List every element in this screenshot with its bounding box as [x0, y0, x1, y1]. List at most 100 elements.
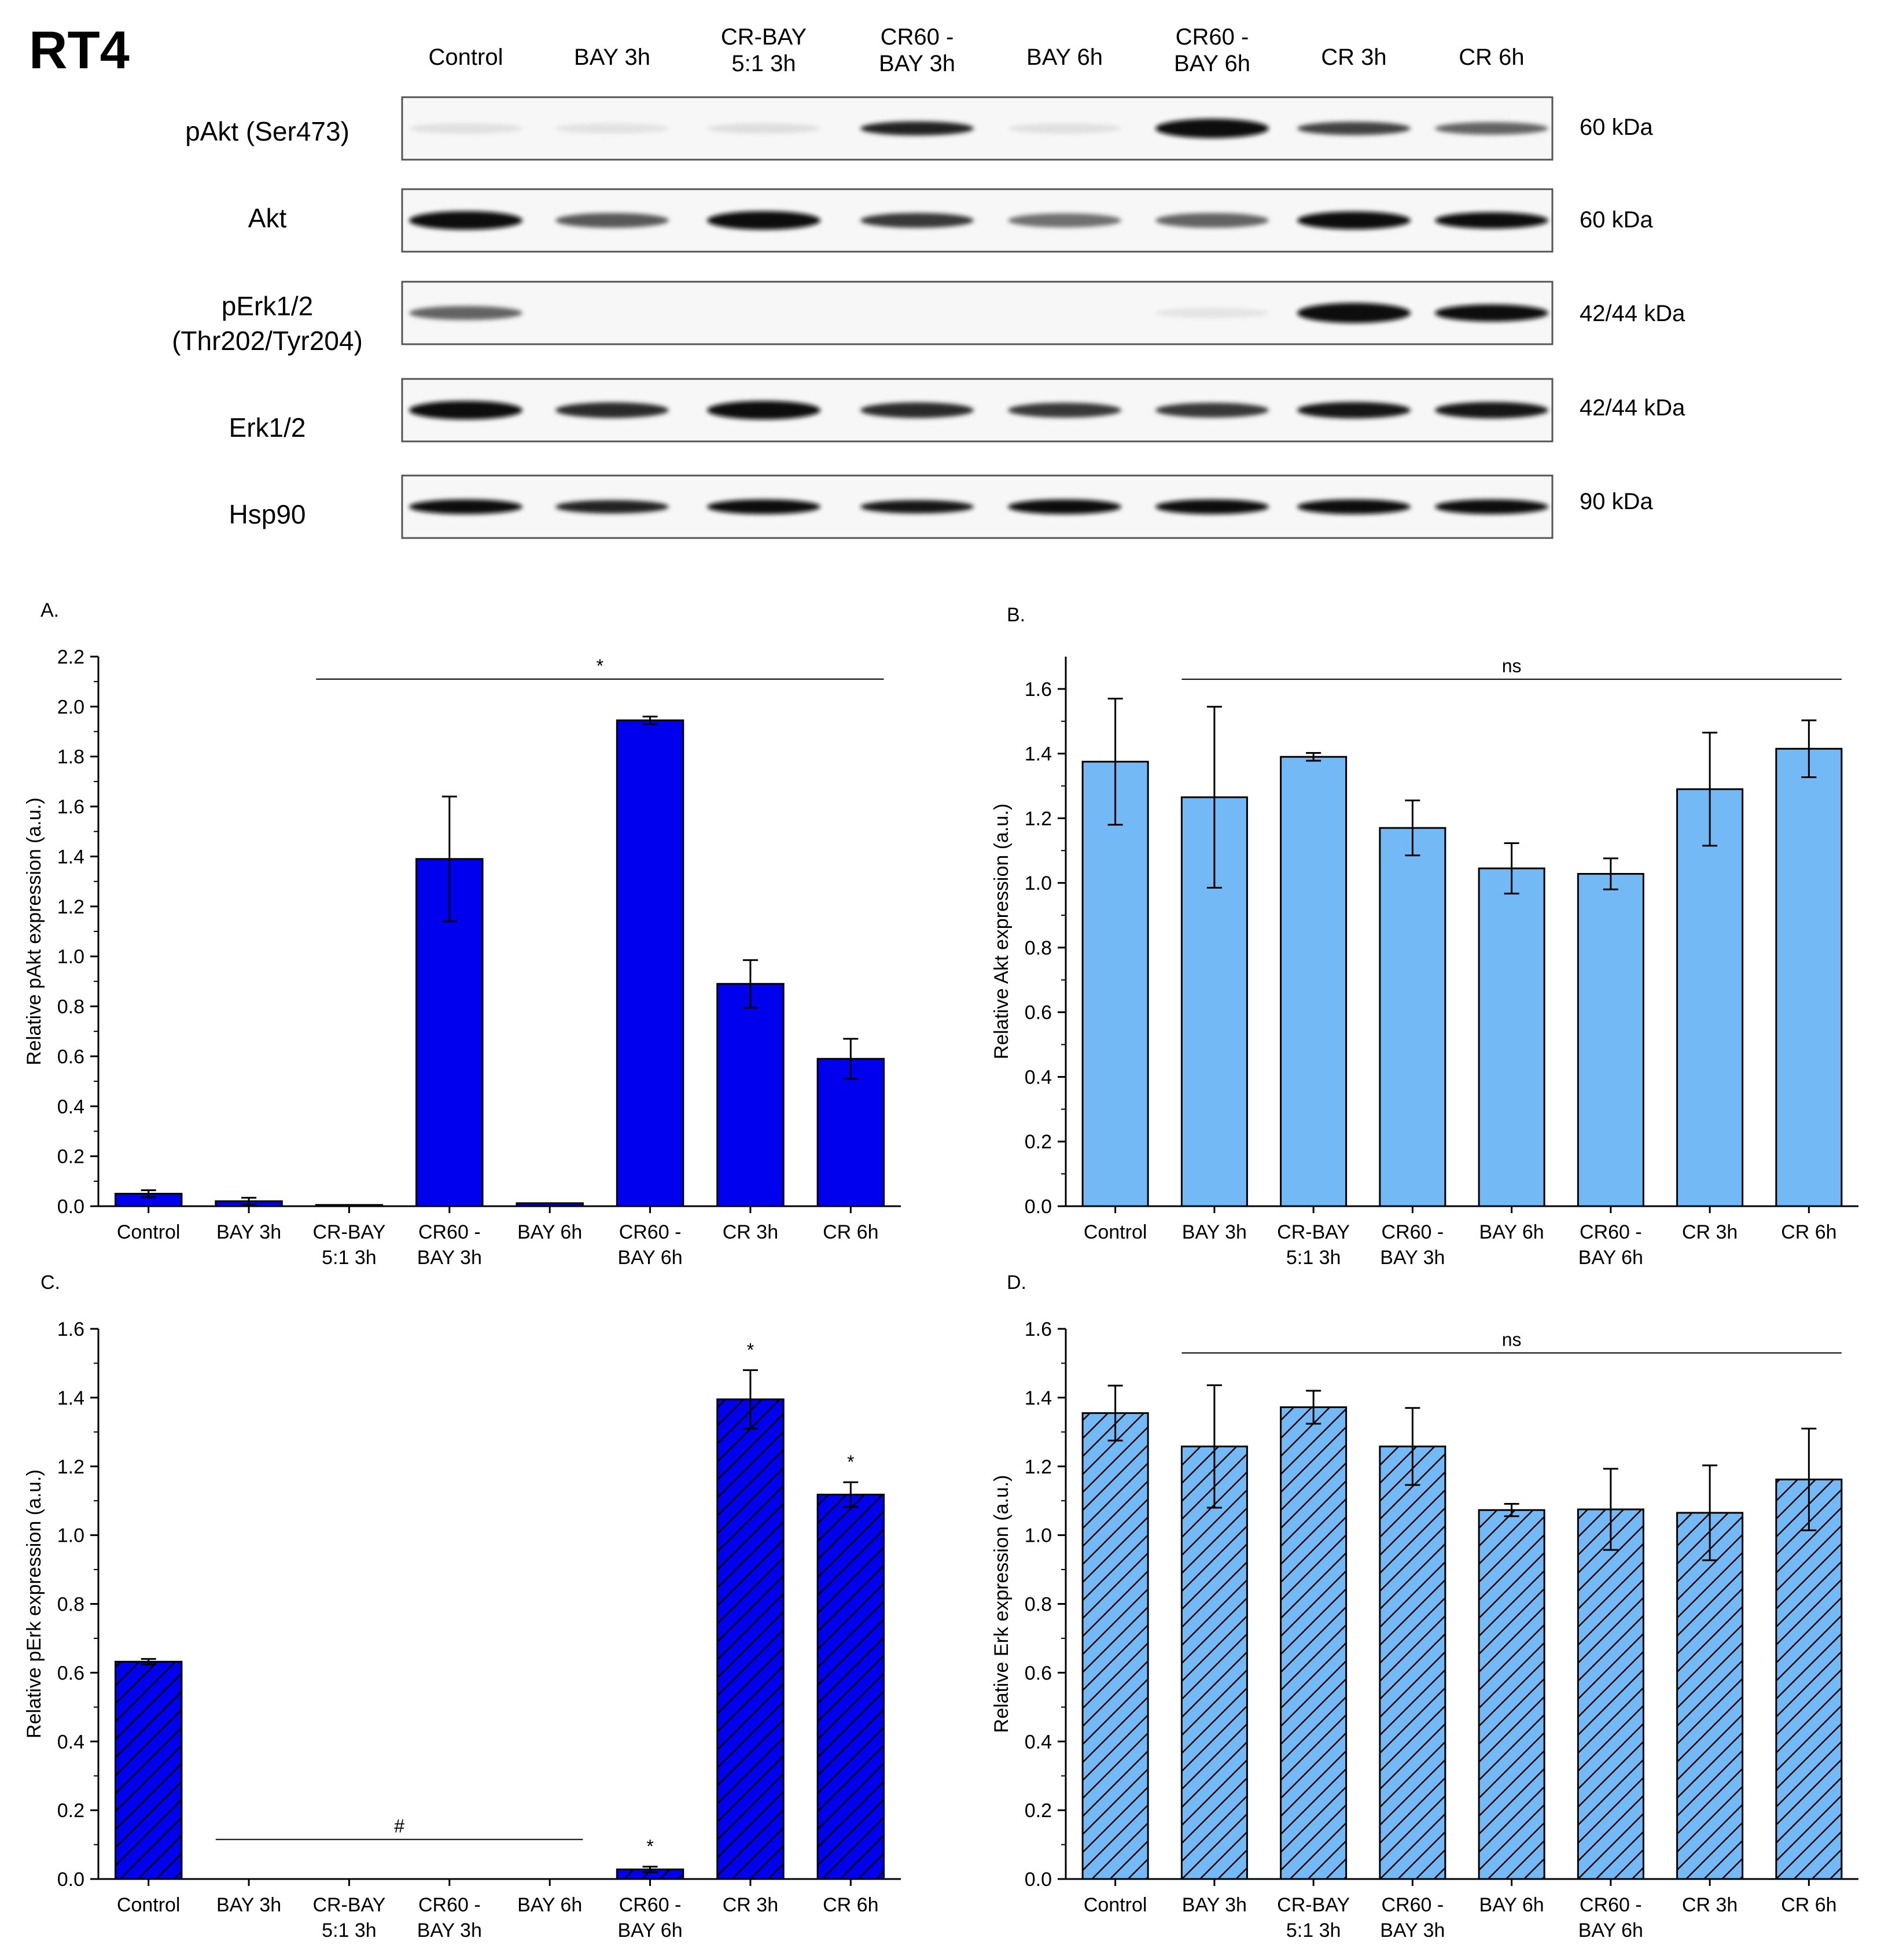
molecular-weight-label: 90 kDa	[1580, 489, 1653, 514]
y-tick-label: 2.2	[57, 646, 84, 668]
y-tick-label: 0.6	[57, 1046, 84, 1068]
protein-band	[555, 500, 669, 514]
protein-band	[555, 402, 669, 418]
y-tick-label: 1.4	[1025, 1387, 1052, 1409]
y-tick-label: 1.4	[1025, 743, 1052, 765]
y-tick-label: 1.6	[1025, 1318, 1052, 1340]
lane-label: Control	[429, 45, 503, 70]
bar-hatching	[115, 1661, 182, 1879]
x-tick-label: Control	[117, 1221, 181, 1243]
lane-label: CR-BAY 5:1 3h	[721, 24, 807, 76]
protein-band	[1155, 308, 1269, 318]
protein-band	[409, 400, 522, 420]
protein-band	[1008, 123, 1121, 134]
lane-label: CR60 -BAY 6h	[1174, 24, 1250, 76]
bar-hatching	[1379, 1446, 1445, 1879]
x-tick-label: BAY 3h	[216, 1221, 281, 1243]
protein-band	[1155, 119, 1269, 138]
blot-row-label: pAkt (Ser473)	[185, 116, 349, 146]
y-tick-label: 0.4	[57, 1096, 84, 1118]
x-tick-label: Control	[117, 1894, 181, 1916]
protein-band	[860, 500, 974, 514]
bar	[516, 1202, 584, 1207]
panel-label: B.	[1007, 604, 1025, 626]
protein-band	[1297, 303, 1411, 323]
x-tick-label: CR 6h	[823, 1894, 878, 1916]
bar-hatching	[1479, 1510, 1545, 1879]
bar	[816, 1058, 885, 1207]
x-tick-label: CR-BAY 5:1 3h	[1277, 1894, 1350, 1941]
blot-row-label: Akt	[248, 203, 287, 233]
bar	[1775, 747, 1843, 1207]
protein-band	[1008, 213, 1121, 228]
x-tick-label: CR 3h	[1682, 1221, 1738, 1243]
protein-band	[409, 211, 522, 230]
protein-band	[1435, 401, 1548, 419]
protein-band	[1435, 499, 1548, 514]
x-tick-label: BAY 3h	[1182, 1894, 1247, 1916]
y-tick-label: 1.8	[57, 746, 84, 768]
x-tick-label: CR-BAY 5:1 3h	[1277, 1221, 1350, 1269]
x-tick-label: CR60 -BAY 6h	[617, 1221, 682, 1269]
chart-panel: C. 0.0 0.2 0.4 0.6 0.8 1.0 1.2 1.4 1.6 Relative pE…	[23, 1272, 901, 1941]
x-tick-label: CR60 -BAY 6h	[1578, 1894, 1643, 1941]
x-tick-label: BAY 3h	[1182, 1221, 1247, 1243]
protein-band	[409, 123, 522, 134]
bar-hatching	[1280, 1407, 1346, 1879]
y-tick-label: 0.8	[57, 996, 84, 1018]
y-tick-label: 1.0	[1025, 1525, 1052, 1547]
bar	[1676, 788, 1744, 1207]
y-tick-label: 0.6	[1025, 1002, 1052, 1024]
x-tick-label: CR60 -BAY 6h	[1578, 1221, 1643, 1269]
y-tick-label: 0.0	[57, 1196, 84, 1218]
y-tick-label: 1.2	[57, 896, 84, 918]
protein-band	[860, 402, 974, 418]
x-tick-label: CR 3h	[723, 1894, 778, 1916]
bar	[1478, 867, 1545, 1207]
x-tick-label: CR-BAY 5:1 3h	[312, 1894, 385, 1941]
x-tick-label: BAY 6h	[1479, 1894, 1544, 1916]
bar	[716, 983, 785, 1207]
x-tick-label: Control	[1084, 1221, 1147, 1243]
y-tick-label: 0.2	[1025, 1800, 1052, 1822]
significance-star: *	[646, 1836, 653, 1857]
x-tick-label: CR60 -BAY 3h	[417, 1894, 482, 1941]
panel-label: C.	[41, 1272, 60, 1294]
protein-band	[860, 213, 974, 228]
y-tick-label: 1.0	[57, 1525, 84, 1547]
protein-band	[1297, 499, 1411, 514]
y-tick-label: 1.4	[57, 1387, 84, 1409]
y-tick-label: 0.6	[1025, 1662, 1052, 1684]
y-tick-label: 1.2	[1025, 1456, 1052, 1478]
protein-band	[707, 400, 820, 420]
y-tick-label: 1.2	[1025, 808, 1052, 830]
molecular-weight-label: 42/44 kDa	[1580, 301, 1685, 326]
blot-row-label: Erk1/2	[229, 412, 306, 443]
protein-band	[555, 123, 669, 134]
panel-label: A.	[41, 599, 59, 621]
lane-label: BAY 6h	[1026, 45, 1103, 70]
protein-band	[1297, 211, 1411, 230]
bar-chart-panels: A. 0.0 0.2 0.4 0.6 0.8 1.0 1.2 1.4 1.6 1.8 2.0 2.2 Re…	[23, 599, 1858, 1941]
molecular-weight-label: 42/44 kDa	[1580, 395, 1685, 421]
bar	[616, 719, 684, 1207]
y-tick-label: 1.6	[1025, 679, 1052, 701]
y-tick-label: 1.2	[57, 1456, 84, 1478]
y-tick-label: 0.4	[57, 1731, 84, 1753]
bar-hatching	[818, 1494, 884, 1879]
protein-band	[555, 213, 669, 228]
lane-label: CR 6h	[1459, 45, 1524, 70]
y-tick-label: 0.8	[1025, 1594, 1052, 1616]
y-tick-label: 1.4	[57, 846, 84, 868]
bar-hatching	[717, 1399, 784, 1879]
x-tick-label: BAY 3h	[216, 1894, 281, 1916]
protein-band	[409, 305, 522, 320]
panel-label: D.	[1007, 1272, 1026, 1294]
protein-band	[860, 121, 974, 136]
y-axis-label: Relative pErk expression (a.u.)	[23, 1469, 45, 1738]
bar	[1280, 756, 1348, 1207]
bar-hatching	[1083, 1413, 1149, 1879]
y-tick-label: 1.6	[57, 1318, 84, 1340]
x-tick-label: CR-BAY 5:1 3h	[312, 1221, 385, 1269]
